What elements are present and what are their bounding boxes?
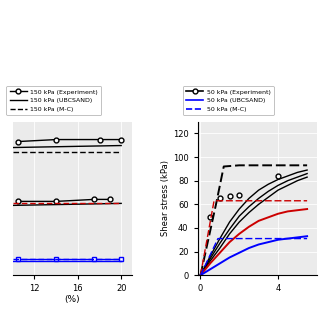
Legend: 50 kPa (Experiment), 50 kPa (UBCSAND), 50 kPa (M-C): 50 kPa (Experiment), 50 kPa (UBCSAND), 5… xyxy=(183,86,274,116)
Y-axis label: Shear stress (kPa): Shear stress (kPa) xyxy=(161,160,170,236)
Legend: 150 kPa (Experiment), 150 kPa (UBCSAND), 150 kPa (M-C): 150 kPa (Experiment), 150 kPa (UBCSAND),… xyxy=(6,86,101,116)
X-axis label: (%): (%) xyxy=(65,295,80,304)
